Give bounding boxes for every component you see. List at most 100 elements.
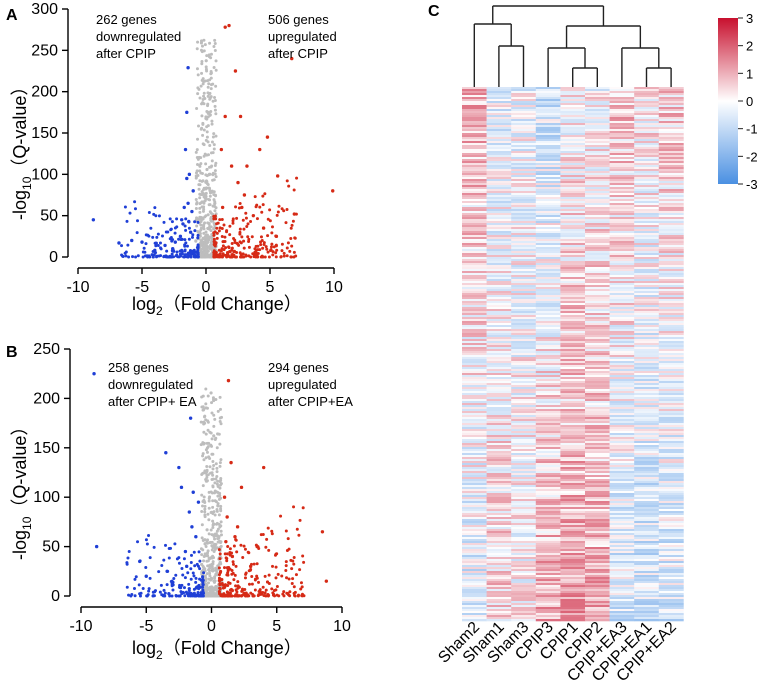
heatmap-cell [535,187,561,190]
point-up [240,255,244,259]
heatmap-cell [560,547,586,550]
point-up [244,216,248,220]
heatmap-cell [486,613,512,616]
point-down [167,592,171,596]
heatmap-cell [560,221,586,224]
heatmap-cell [535,89,561,92]
heatmap-cell [486,241,512,244]
heatmap-cell [535,437,561,440]
heatmap-cell [634,317,660,320]
point-ns [204,194,208,198]
heatmap-cell [535,221,561,224]
point-ns [197,124,201,128]
point-ns [206,420,210,424]
heatmap-cell [560,315,586,318]
heatmap-cell [511,513,537,516]
heatmap-cell [658,355,684,358]
heatmap-cell [658,253,684,256]
heatmap-cell [585,237,610,240]
heatmap-cell [511,517,537,520]
point-up [331,189,335,193]
point-down [201,583,205,587]
heatmap-cell [585,163,610,166]
heatmap-cell [634,157,660,160]
heatmap-cell [634,493,660,496]
heatmap-cell [609,113,635,116]
heatmap-cell [511,237,537,240]
heatmap-cell [511,569,537,572]
heatmap-cell [560,439,586,442]
point-up [218,218,222,222]
point-down [117,241,121,245]
x-tick-label: 5 [272,618,281,635]
heatmap-cell [609,579,635,582]
heatmap-cell [560,499,586,502]
heatmap-cell [486,165,512,168]
point-up [300,585,304,589]
heatmap-cell [585,461,610,464]
heatmap-cell [609,337,635,340]
heatmap-cell [535,255,561,258]
heatmap-cell [486,469,512,472]
heatmap-cell [486,155,512,158]
heatmap-cell [634,223,660,226]
heatmap-cell [609,245,635,248]
heatmap-cell [511,371,537,374]
heatmap-cell [609,601,635,604]
heatmap-cell [658,373,684,376]
point-up [216,254,220,258]
heatmap-cell [585,605,610,608]
point-ns [219,529,223,533]
heatmap-cell [634,519,660,522]
heatmap-cell [560,267,586,270]
point-ns [206,94,210,98]
heatmap-cell [585,105,610,108]
heatmap-cell [609,241,635,244]
point-ns [198,206,202,210]
heatmap-cell [462,437,487,440]
heatmap-cell [585,239,610,242]
heatmap-cell [609,507,635,510]
heatmap-cell [535,127,561,130]
point-up [218,552,222,556]
point-up [275,248,279,252]
point-ns [209,241,213,245]
point-down [183,243,187,247]
heatmap-cell [486,393,512,396]
point-ns [203,510,207,514]
heatmap-cell [585,323,610,326]
heatmap-cell [585,265,610,268]
heatmap-cell [609,175,635,178]
point-up [288,594,292,598]
heatmap-cell [486,453,512,456]
point-ns [206,553,210,557]
annotation-down-b-2: downregulated [108,377,193,392]
heatmap-cell [560,249,586,252]
heatmap-cell [658,375,684,378]
point-up [289,226,293,230]
heatmap-cell [462,339,487,342]
heatmap-cell [634,469,660,472]
point-ns [199,201,203,205]
point-up [228,224,232,228]
point-ns [199,547,203,551]
heatmap-cell [535,529,561,532]
point-ns [208,203,212,207]
heatmap-cell [560,551,586,554]
heatmap-cell [634,209,660,212]
heatmap-cell [535,521,561,524]
heatmap-cell [585,543,610,546]
point-up [220,255,224,259]
heatmap-cell [486,329,512,332]
heatmap-cell [486,257,512,260]
heatmap-cell [511,293,537,296]
heatmap-cell [486,535,512,538]
heatmap-cell [585,377,610,380]
heatmap-cell [535,309,561,312]
heatmap-cell [658,441,684,444]
heatmap-cell [486,99,512,102]
point-up [263,192,267,196]
heatmap-cell [535,207,561,210]
point-down [193,564,197,568]
heatmap-cell [462,485,487,488]
